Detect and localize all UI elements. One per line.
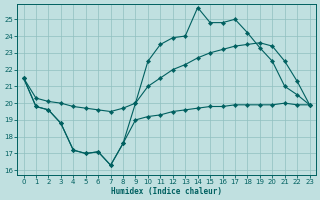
X-axis label: Humidex (Indice chaleur): Humidex (Indice chaleur) <box>111 187 222 196</box>
